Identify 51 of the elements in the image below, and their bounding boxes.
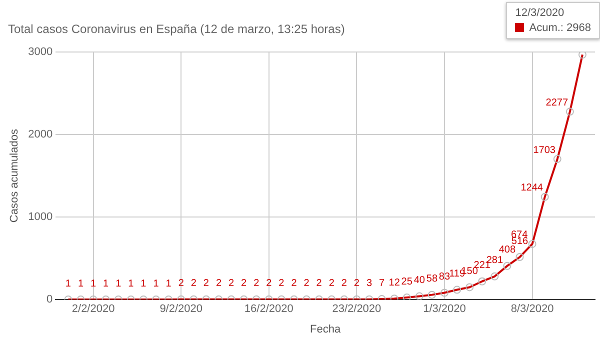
data-label: 2 — [291, 278, 298, 290]
data-label: 2 — [354, 278, 360, 290]
data-label: 2 — [190, 278, 197, 290]
y-tick-label: 3000 — [28, 46, 53, 58]
data-label: 2 — [266, 278, 272, 290]
data-label: 58 — [426, 274, 438, 285]
data-label: 1 — [128, 278, 134, 290]
data-label: 2 — [278, 278, 285, 290]
y-tick-label: 1000 — [28, 211, 53, 224]
data-label: 1 — [65, 278, 72, 290]
data-label: 1 — [90, 278, 97, 290]
data-label: 2 — [178, 278, 184, 290]
data-label: 2277 — [546, 97, 568, 108]
chart-title: Total casos Coronavirus en España (12 de marzo, 13:25 horas) — [8, 22, 345, 36]
data-label: 1 — [78, 278, 84, 290]
data-label: 2 — [203, 278, 210, 290]
x-axis-title: Fecha — [310, 323, 342, 336]
data-label: 2 — [241, 278, 248, 290]
data-label: 2 — [316, 278, 322, 290]
data-label: 2 — [228, 278, 234, 290]
data-label: 2 — [328, 278, 335, 290]
data-label: 1 — [166, 278, 172, 290]
data-label: 25 — [401, 276, 413, 288]
x-tick-label: 23/2/2020 — [332, 303, 382, 316]
data-label: 40 — [414, 275, 426, 286]
data-label: 2 — [216, 278, 222, 290]
y-tick-label: 2000 — [28, 128, 53, 141]
x-tick-label: 2/2/2020 — [72, 303, 115, 316]
text: 12/3/2020 — [515, 7, 566, 19]
y-tick-label: 0 — [46, 294, 53, 306]
data-label: 516 — [511, 236, 529, 247]
text: Acum.: 2968 — [528, 22, 591, 34]
x-tick-label: 9/2/2020 — [160, 303, 203, 316]
data-label: 12 — [388, 277, 400, 288]
data-label: 408 — [498, 244, 516, 256]
data-label: 2 — [341, 278, 348, 290]
data-label: 3 — [366, 278, 372, 290]
data-label: 2 — [304, 278, 310, 290]
data-label: 83 — [438, 272, 450, 282]
data-label: 1 — [116, 278, 122, 290]
data-label: 1 — [153, 278, 160, 290]
data-label: 1244 — [520, 182, 544, 194]
x-tick-label: 16/2/2020 — [244, 303, 294, 316]
data-label: 1 — [140, 278, 147, 290]
data-label: 2 — [254, 278, 260, 290]
x-tick-label: 1/3/2020 — [423, 303, 466, 316]
data-label: 1 — [103, 278, 110, 290]
data-label: 1703 — [533, 144, 556, 156]
y-axis-title: Casos acumulados — [8, 128, 21, 223]
x-tick-label: 8/3/2020 — [510, 303, 554, 316]
data-label: 7 — [378, 278, 385, 289]
